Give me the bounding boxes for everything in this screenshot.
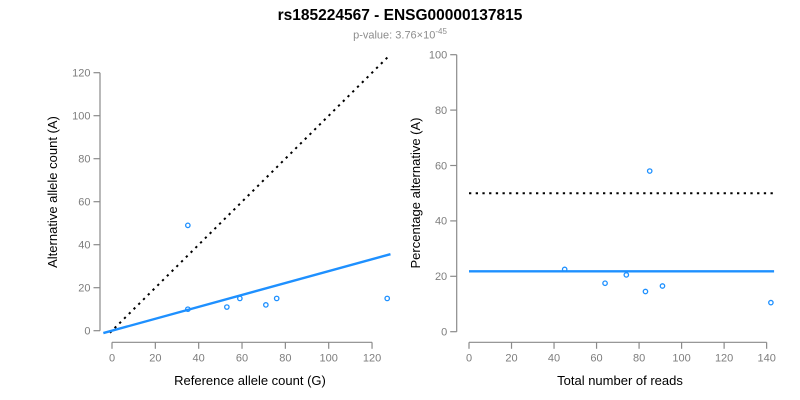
y-tick-label: 40 — [435, 216, 447, 228]
data-point — [384, 295, 391, 302]
figure-title: rs185224567 - ENSG00000137815 — [277, 7, 523, 24]
y-tick-label: 120 — [72, 68, 90, 80]
regression-line — [103, 253, 391, 335]
x-tick-label: 20 — [149, 352, 161, 364]
x-axis-title: Reference allele count (G) — [174, 373, 326, 388]
x-tick-label: 100 — [320, 352, 338, 364]
x-axis-title: Total number of reads — [557, 373, 683, 388]
x-tick-label: 40 — [193, 352, 205, 364]
x-tick-label: 120 — [715, 352, 733, 364]
y-axis-title: Percentage alternative (A) — [408, 117, 423, 268]
data-point — [659, 283, 666, 289]
y-tick-label: 100 — [72, 111, 90, 123]
x-tick-label: 140 — [757, 352, 775, 364]
y-tick-label: 0 — [84, 326, 90, 338]
y-axis-title: Alternative allele count (A) — [45, 116, 60, 268]
data-point — [224, 304, 230, 310]
x-tick-label: 0 — [109, 352, 115, 364]
y-tick-label: 40 — [78, 240, 90, 252]
y-tick-label: 20 — [78, 283, 90, 295]
x-tick-label: 80 — [633, 352, 645, 364]
x-tick-label: 60 — [236, 352, 248, 364]
data-point — [602, 280, 608, 287]
x-tick-label: 40 — [548, 352, 560, 364]
data-point — [646, 168, 653, 174]
figure-subtitle: p-value: 3.76×10-45 — [0, 27, 800, 42]
data-point — [237, 295, 243, 302]
y-tick-label: 100 — [429, 50, 447, 62]
y-tick-label: 0 — [441, 327, 447, 339]
identity-line — [109, 55, 389, 334]
pvalue-exponent: -45 — [435, 27, 447, 36]
y-tick-label: 60 — [78, 197, 90, 209]
data-point — [273, 295, 280, 302]
data-point — [184, 222, 191, 229]
data-point — [642, 288, 649, 295]
data-point — [623, 272, 630, 278]
y-tick-label: 20 — [435, 271, 447, 283]
x-tick-label: 20 — [505, 352, 517, 364]
y-tick-label: 80 — [78, 154, 90, 166]
data-point — [184, 306, 191, 313]
pvalue-label: p-value: 3.76×10 — [353, 29, 436, 42]
x-tick-label: 60 — [590, 352, 602, 364]
data-point — [263, 302, 269, 308]
x-tick-label: 80 — [279, 352, 291, 364]
data-point — [768, 299, 774, 306]
x-tick-label: 0 — [466, 352, 472, 364]
x-tick-label: 100 — [672, 352, 690, 364]
x-tick-label: 120 — [363, 352, 381, 364]
data-point — [561, 266, 568, 273]
y-tick-label: 60 — [435, 160, 447, 172]
y-tick-label: 80 — [435, 105, 447, 117]
